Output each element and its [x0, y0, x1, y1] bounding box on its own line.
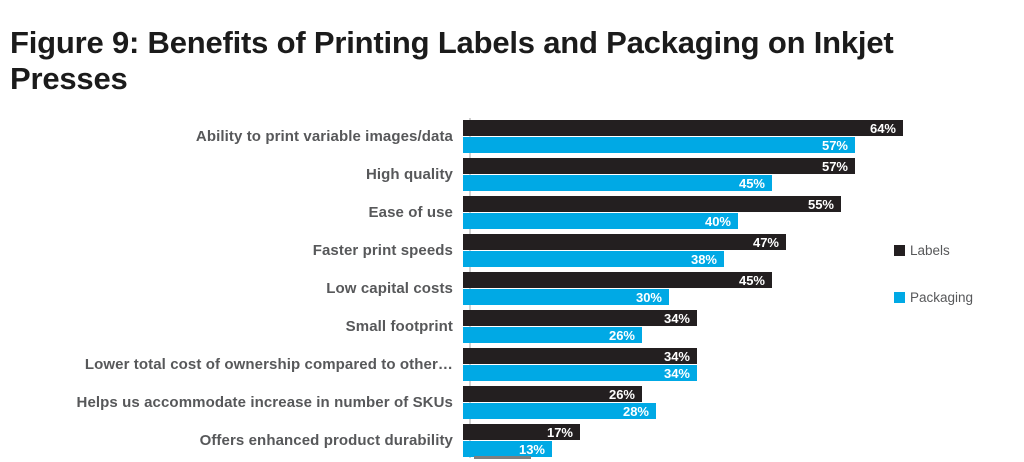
bar-value-label: 34% [663, 348, 690, 364]
bar-value-label: 57% [821, 158, 848, 174]
chart-row: Faster print speeds 47% 38% [0, 234, 903, 267]
legend-label-packaging: Packaging [910, 290, 974, 305]
labels-bar: 34% [463, 310, 697, 326]
bar-value-label: 17% [546, 424, 573, 440]
chart-row: Small footprint 34% 26% [0, 310, 903, 343]
bar-value-label: 30% [635, 289, 662, 305]
chart-row: Low capital costs 45% 30% [0, 272, 903, 305]
packaging-bar: 28% [463, 403, 656, 419]
bar-group: 34% 34% [463, 348, 697, 381]
bar-group: 64% 57% [463, 120, 903, 153]
chart-row: Offers enhanced product durability 17% 13% [0, 424, 903, 457]
bar-value-label: 34% [663, 310, 690, 326]
packaging-bar: 26% [463, 327, 642, 343]
category-label: Helps us accommodate increase in number … [76, 394, 453, 411]
legend-item-packaging: Packaging [894, 290, 973, 305]
category-label: Lower total cost of ownership compared t… [84, 356, 453, 373]
packaging-bar: 40% [463, 213, 738, 229]
labels-bar: 26% [463, 386, 642, 402]
bar-value-label: 45% [738, 175, 765, 191]
chart-row: Lower total cost of ownership compared t… [0, 348, 903, 381]
bar-value-label: 55% [807, 196, 834, 212]
bar-value-label: 38% [690, 251, 717, 267]
chart-row: Ease of use 55% 40% [0, 196, 903, 229]
figure-title: Figure 9: Benefits of Printing Labels an… [10, 24, 894, 96]
legend-label-labels: Labels [910, 243, 950, 258]
bar-value-label: 26% [608, 386, 635, 402]
packaging-bar: 57% [463, 137, 855, 153]
packaging-bar: 34% [463, 365, 697, 381]
labels-bar: 55% [463, 196, 841, 212]
bar-value-label: 26% [608, 327, 635, 343]
labels-bar: 64% [463, 120, 903, 136]
bar-value-label: 28% [622, 403, 649, 419]
bar-value-label: 57% [821, 137, 848, 153]
legend-item-labels: Labels [894, 243, 973, 258]
category-label: High quality [365, 166, 453, 183]
bar-group: 45% 30% [463, 272, 772, 305]
labels-swatch-icon [894, 245, 905, 256]
y-axis-line [469, 118, 471, 458]
category-label: Ease of use [368, 204, 453, 221]
bar-group: 57% 45% [463, 158, 855, 191]
packaging-bar: 38% [463, 251, 724, 267]
category-label: Offers enhanced product durability [199, 432, 453, 449]
bar-group: 17% 13% [463, 424, 580, 457]
chart-row: High quality 57% 45% [0, 158, 903, 191]
category-label: Ability to print variable images/data [195, 128, 453, 145]
category-label: Low capital costs [326, 280, 453, 297]
bar-chart: Ability to print variable images/data 64%… [0, 120, 903, 462]
packaging-bar: 30% [463, 289, 669, 305]
chart-legend: Labels Packaging [894, 243, 973, 305]
bar-group: 26% 28% [463, 386, 656, 419]
bar-value-label: 40% [704, 213, 731, 229]
packaging-bar: 13% [463, 441, 552, 457]
chart-row: Ability to print variable images/data 64%… [0, 120, 903, 153]
labels-bar: 57% [463, 158, 855, 174]
labels-bar: 17% [463, 424, 580, 440]
packaging-bar: 45% [463, 175, 772, 191]
labels-bar: 47% [463, 234, 786, 250]
bar-value-label: 47% [752, 234, 779, 250]
bar-value-label: 64% [869, 120, 896, 136]
bar-group: 55% 40% [463, 196, 841, 229]
clipped-axis-stub [474, 456, 531, 459]
bar-group: 47% 38% [463, 234, 786, 267]
category-label: Small footprint [345, 318, 453, 335]
packaging-swatch-icon [894, 292, 905, 303]
bar-group: 34% 26% [463, 310, 697, 343]
bar-value-label: 45% [738, 272, 765, 288]
category-label: Faster print speeds [312, 242, 453, 259]
bar-value-label: 13% [518, 441, 545, 457]
chart-row: Helps us accommodate increase in number … [0, 386, 903, 419]
labels-bar: 34% [463, 348, 697, 364]
labels-bar: 45% [463, 272, 772, 288]
bar-value-label: 34% [663, 365, 690, 381]
